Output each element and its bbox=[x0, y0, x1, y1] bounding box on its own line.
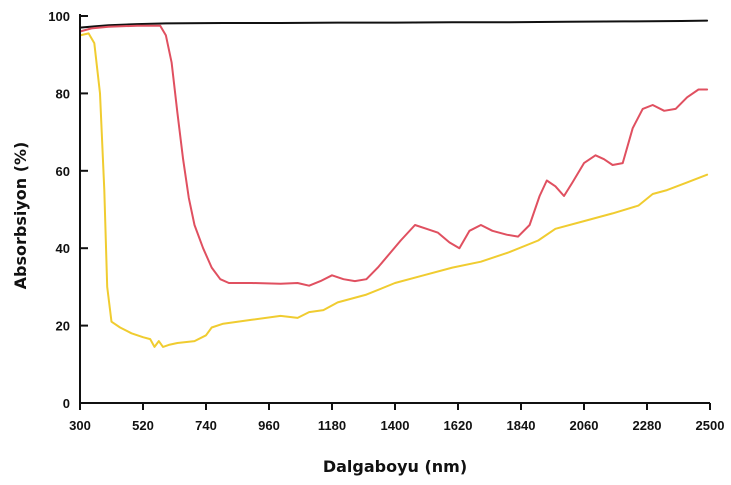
x-tick-label: 960 bbox=[258, 418, 280, 433]
plot-area bbox=[79, 19, 709, 348]
y-tick-label: 60 bbox=[56, 164, 70, 179]
red-series-line bbox=[79, 24, 709, 287]
x-axis-title: Dalgaboyu (nm) bbox=[323, 457, 467, 476]
x-tick-label: 300 bbox=[69, 418, 91, 433]
x-tick-label: 1620 bbox=[444, 418, 473, 433]
yellow-series-line bbox=[79, 32, 709, 348]
y-axis-title: Absorbsiyon (%) bbox=[11, 142, 30, 290]
y-tick-label: 20 bbox=[56, 319, 70, 334]
tick-group: 300 520 740 960 1180 1400 1620 1840 2060 2280 2500… bbox=[48, 9, 724, 433]
x-tick-label: 2500 bbox=[696, 418, 725, 433]
x-tick-label: 2280 bbox=[633, 418, 662, 433]
x-tick-label: 740 bbox=[195, 418, 217, 433]
x-tick-label: 1840 bbox=[507, 418, 536, 433]
y-tick-label: 100 bbox=[48, 9, 70, 24]
x-tick-label: 1180 bbox=[318, 418, 346, 433]
x-tick-label: 520 bbox=[132, 418, 154, 433]
y-tick-label: 40 bbox=[56, 241, 70, 256]
black-series-line bbox=[79, 19, 709, 29]
x-tick-label: 2060 bbox=[570, 418, 599, 433]
y-tick-label: 80 bbox=[56, 86, 70, 101]
y-tick-label: 0 bbox=[63, 396, 70, 411]
x-tick-label: 1400 bbox=[381, 418, 410, 433]
